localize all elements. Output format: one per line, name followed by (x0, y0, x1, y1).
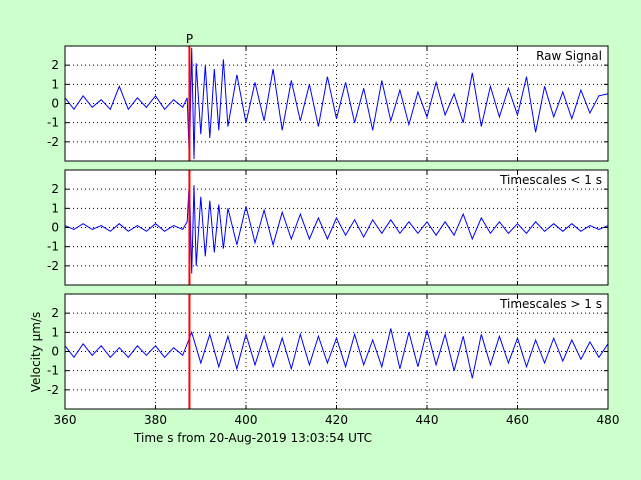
series-line (64, 328, 609, 379)
panels-layer: -2 -1 0 1 2 Raw Signal -2 -1 0 1 2 Timescales < 1 s… (47, 45, 609, 410)
x-tick-label: 440 (416, 413, 439, 427)
y-tick-label: 2 (51, 182, 59, 196)
y-tick-label: 0 (51, 345, 59, 359)
panel-3: -2 -1 0 1 2 Timescales > 1 s (47, 293, 609, 410)
y-tick-label: -1 (47, 116, 59, 130)
x-tick-label: 460 (506, 413, 529, 427)
x-axis: 360 380 400 420 440 460 480 (54, 413, 620, 427)
x-axis-label: Time s from 20-Aug-2019 13:03:54 UTC (133, 431, 372, 445)
y-axis-label: Velocity μm/s (29, 312, 43, 393)
x-tick-label: 360 (54, 413, 77, 427)
series-line (64, 47, 609, 162)
panel-2: -2 -1 0 1 2 Timescales < 1 s (47, 169, 609, 286)
x-tick-label: 400 (235, 413, 258, 427)
y-tick-label: 0 (51, 97, 59, 111)
x-tick-label: 480 (597, 413, 620, 427)
plot-area (65, 170, 608, 285)
panel-legend: Raw Signal (536, 49, 602, 63)
panel-legend: Timescales < 1 s (499, 173, 602, 187)
y-tick-label: -1 (47, 364, 59, 378)
y-tick-label: 1 (51, 77, 59, 91)
series-line (64, 179, 609, 274)
y-tick-label: 2 (51, 306, 59, 320)
y-tick-label: 1 (51, 201, 59, 215)
y-tick-label: 2 (51, 58, 59, 72)
x-tick-label: 420 (325, 413, 348, 427)
phase-marker-label: P (186, 32, 193, 46)
y-tick-label: -2 (47, 383, 59, 397)
y-tick-label: -2 (47, 135, 59, 149)
y-tick-label: -1 (47, 240, 59, 254)
x-tick-label: 380 (144, 413, 167, 427)
y-tick-label: 0 (51, 221, 59, 235)
y-tick-label: 1 (51, 325, 59, 339)
plot-area (65, 294, 608, 409)
y-tick-label: -2 (47, 259, 59, 273)
plot-area (65, 46, 608, 161)
panel-legend: Timescales > 1 s (499, 297, 602, 311)
panel-1: -2 -1 0 1 2 Raw Signal (47, 45, 609, 162)
